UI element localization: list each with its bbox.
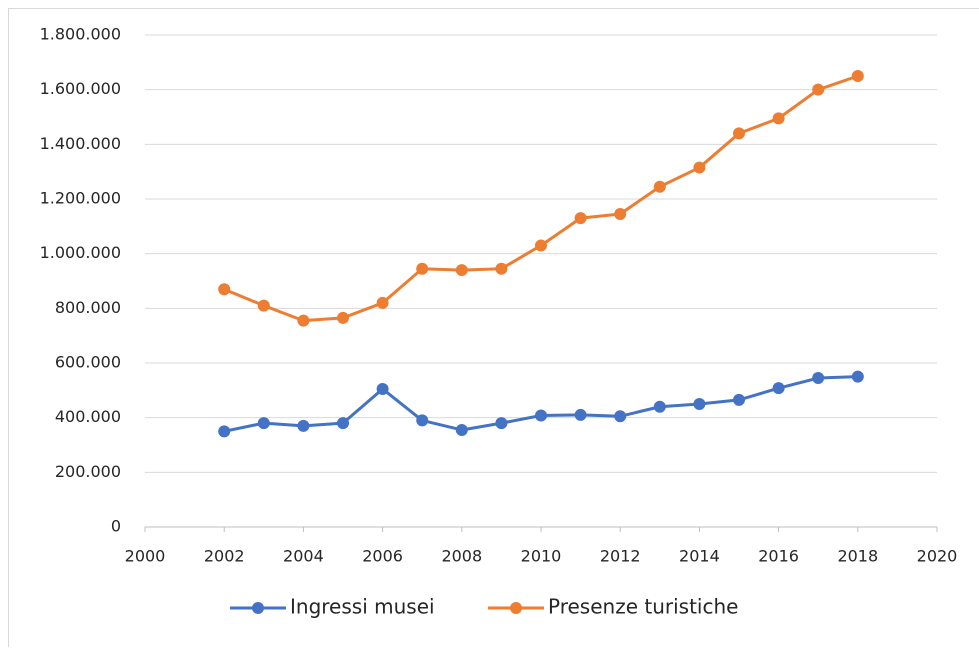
data-point [852,371,864,383]
data-point [218,425,230,437]
y-tick-label: 800.000 [55,298,121,317]
legend-marker [510,602,522,614]
data-point [337,312,349,324]
x-tick-label: 2012 [600,547,641,566]
x-tick-label: 2000 [125,547,166,566]
legend-label: Ingressi musei [290,595,435,619]
data-point [852,70,864,82]
x-tick-label: 2010 [521,547,562,566]
data-point [575,212,587,224]
data-point [812,372,824,384]
data-point [733,394,745,406]
data-point [495,417,507,429]
data-point [377,383,389,395]
data-point [654,181,666,193]
series-line [224,377,858,432]
data-point [575,409,587,421]
data-point [773,112,785,124]
x-tick-label: 2018 [837,547,878,566]
x-tick-label: 2002 [204,547,245,566]
data-point [773,382,785,394]
data-point [416,414,428,426]
data-point [456,424,468,436]
data-point [218,283,230,295]
x-tick-label: 2020 [917,547,958,566]
x-tick-label: 2006 [362,547,403,566]
y-tick-label: 400.000 [55,407,121,426]
x-tick-label: 2014 [679,547,720,566]
y-tick-label: 200.000 [55,462,121,481]
legend-marker [252,602,264,614]
data-point [337,417,349,429]
data-point [297,315,309,327]
x-tick-label: 2008 [441,547,482,566]
data-point [258,300,270,312]
x-tick-label: 2004 [283,547,324,566]
data-point [614,208,626,220]
y-tick-label: 1.600.000 [40,79,121,98]
y-tick-label: 1.000.000 [40,243,121,262]
data-point [456,264,468,276]
data-point [693,398,705,410]
y-tick-label: 1.400.000 [40,134,121,153]
data-point [654,401,666,413]
series-line [224,76,858,321]
data-point [258,417,270,429]
y-tick-label: 600.000 [55,353,121,372]
y-tick-label: 1.800.000 [40,25,121,44]
legend-label: Presenze turistiche [548,595,738,619]
data-point [416,263,428,275]
data-point [377,297,389,309]
data-point [693,162,705,174]
data-point [812,84,824,96]
y-tick-label: 1.200.000 [40,189,121,208]
y-tick-label: 0 [111,517,121,536]
data-point [297,420,309,432]
x-tick-label: 2016 [758,547,799,566]
data-point [535,239,547,251]
data-point [495,263,507,275]
data-point [614,410,626,422]
data-point [535,409,547,421]
data-point [733,127,745,139]
